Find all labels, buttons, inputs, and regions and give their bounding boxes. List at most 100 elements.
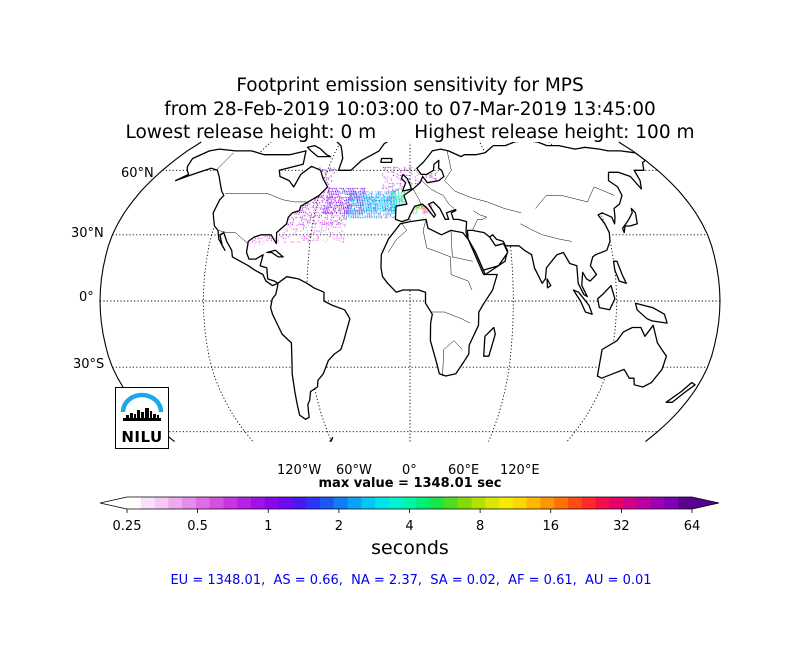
landmass-madagascar (483, 326, 496, 357)
country-border (430, 311, 471, 324)
colorbar-tick-label: 0.25 (112, 519, 142, 534)
country-border (387, 223, 408, 253)
landmass-north-america (174, 148, 329, 287)
colorbar-cell (512, 497, 528, 509)
colorbar-cell (264, 497, 279, 509)
landmass-japan (621, 207, 638, 234)
landmass-great-britain (400, 173, 413, 192)
colorbar-extend-max (692, 497, 719, 509)
country-border (450, 230, 473, 262)
country-border (442, 340, 463, 377)
colorbar-cell (251, 497, 266, 509)
colorbar-cell (223, 497, 238, 509)
nilu-logo-text: NILU (121, 428, 163, 446)
colorbar-tick-label: 1 (264, 519, 273, 534)
colorbar-cell (182, 497, 197, 509)
title-line-period: from 28-Feb-2019 10:03:00 to 07-Mar-2019… (164, 98, 656, 120)
colorbar-cell (471, 497, 486, 509)
colorbar-cell (319, 497, 335, 509)
colorbar-cell (402, 497, 417, 509)
colorbar-cell (485, 497, 500, 509)
country-border (217, 230, 249, 244)
landmass-africa (380, 218, 498, 377)
meridian-line (464, 142, 514, 442)
lat-label-30s: 30°S (73, 357, 105, 372)
landmass-greenland (332, 142, 391, 171)
colorbar-cell (127, 497, 142, 509)
colorbar-cell (333, 497, 348, 509)
lon-label-120e: 120°E (500, 463, 540, 478)
landmass-arabia-fill (466, 229, 509, 271)
colorbar-cell (636, 497, 652, 509)
country-border (215, 152, 234, 171)
colorbar-cell (581, 497, 596, 509)
region-totals: EU = 1348.01, AS = 0.66, NA = 2.37, SA =… (170, 573, 652, 588)
colorbar-cell (609, 497, 624, 509)
colorbar-cell (664, 497, 679, 509)
nilu-logo-mark-icon (120, 392, 164, 421)
colorbar-cell (499, 497, 514, 509)
colorbar-tick-label: 64 (683, 519, 701, 534)
colorbar-cell (430, 497, 445, 509)
colorbar-cell (347, 497, 362, 509)
lat-label-60n: 60°N (121, 166, 154, 181)
colorbar-cell (140, 497, 155, 509)
lon-label-60w: 60°W (336, 463, 372, 478)
landmass-eurasia (394, 142, 647, 298)
lon-label-0: 0° (402, 463, 417, 478)
figure-title: Footprint emission sensitivity for MPS f… (0, 74, 800, 145)
highest-release-height: Highest release height: 100 m (414, 122, 695, 143)
country-border (421, 180, 455, 209)
colorbar-cell (195, 497, 211, 509)
title-line-heights: Lowest release height: 0 m Highest releas… (0, 121, 800, 145)
colorbar-tick-label: 32 (613, 519, 630, 534)
landmass-iceland (380, 157, 393, 164)
colorbar-cell (540, 497, 555, 509)
colorbar-cell (209, 497, 224, 509)
coastlines (174, 142, 696, 442)
country-border (535, 186, 615, 209)
country-border (422, 219, 473, 291)
colorbar-cell (457, 497, 472, 509)
colorbar-cell (416, 497, 431, 509)
country-border (412, 188, 422, 205)
colorbar-cell (623, 497, 638, 509)
country-border (225, 193, 307, 203)
colorbar-cell (278, 497, 293, 509)
landmass-new-zealand (665, 381, 696, 403)
colorbar-cell (361, 497, 376, 509)
colorbar-cell (375, 497, 390, 509)
max-value-label: max value = 1348.01 sec (318, 476, 502, 491)
country-border (520, 223, 572, 242)
nilu-logo: NILU (115, 387, 169, 449)
lowest-release-height: Lowest release height: 0 m (125, 122, 377, 143)
landmass-south-america (269, 276, 351, 420)
colorbar-cell (567, 497, 583, 509)
colorbar-cell (678, 497, 693, 509)
colorbar-tick-label: 2 (334, 519, 344, 534)
lon-label-120w: 120°W (277, 463, 322, 478)
colorbar-tick-label: 16 (542, 519, 560, 534)
colorbar-cell (388, 497, 404, 509)
colorbar-extend-min (100, 497, 127, 509)
landmass-sumatra (572, 289, 593, 315)
landmass-philippines (612, 260, 627, 284)
colorbar-cell (554, 497, 569, 509)
colorbar-cell (168, 497, 183, 509)
landmass-baffin-island (306, 144, 332, 158)
colorbar-cell (154, 497, 169, 509)
country-border (472, 210, 488, 231)
colorbar-unit-label: seconds (371, 537, 449, 559)
lat-label-equator: 0° (79, 290, 94, 305)
title-line-product: Footprint emission sensitivity for MPS (236, 75, 584, 96)
landmass-borneo (597, 284, 616, 311)
colorbar-cell (306, 497, 321, 509)
landmass-cuba (266, 249, 284, 258)
landmass-new-guinea (634, 302, 668, 324)
meridian-line (306, 142, 356, 442)
colorbar-cell (595, 497, 610, 509)
colorbar-tick-label: 4 (405, 519, 414, 534)
colorbar-cell (292, 497, 307, 509)
colorbar-cell (650, 497, 665, 509)
